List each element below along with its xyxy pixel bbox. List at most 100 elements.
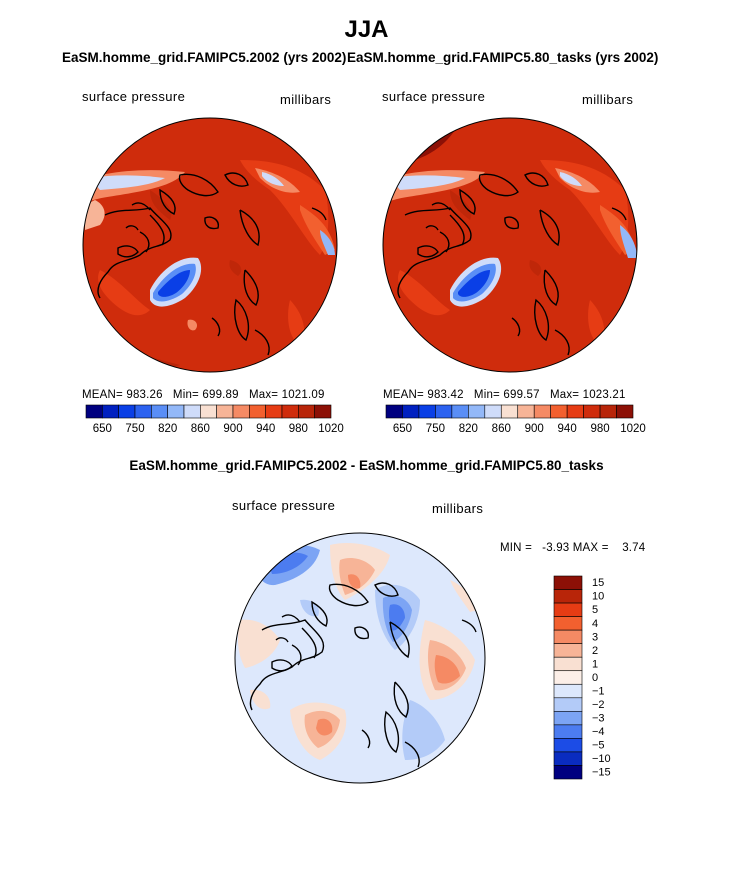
panel-2-colorbar-swatch [435,404,453,419]
panel-2-colorbar-swatch [517,404,535,419]
diff-colorbar-swatch [553,575,583,590]
panel-2-colorbar-swatch [599,404,617,419]
panel-2-colorbar-swatch [533,404,551,419]
panel-1-colorbar-tick-label: 820 [158,423,177,435]
diff-colorbar-swatch [553,697,583,712]
diff-colorbar-tick-label: 10 [592,591,604,603]
diff-colorbar-tick-label: −1 [592,685,605,697]
diff-colorbar-tick-label: 4 [592,618,598,630]
panel-2-colorbar: 650 750 820 860 900 940 980 1020 [385,404,646,435]
panel-1-colorbar-swatch [85,404,103,419]
panel-1-colorbar-swatch [249,404,266,419]
panel-2-colorbar-tick-label: 860 [492,423,511,435]
panel-1-min-value: 699.89 [202,389,239,401]
panel-1-case-title: EaSM.homme_grid.FAMIPC5.2002 (yrs 2002) [62,50,347,65]
panel-1-colorbar-swatch [298,404,315,419]
panel-2-mean-value: 983.42 [427,389,464,401]
panel-2-colorbar-swatch [583,404,601,419]
panel-2-colorbar-swatch [566,404,584,419]
panel-1-mean-value: 983.26 [126,389,163,401]
diff-variable-label: surface pressure [232,498,336,513]
panel-1-colorbar-swatch [102,404,119,419]
panel-2-units-label: millibars [582,92,634,107]
diff-colorbar-tick-label: 2 [592,645,598,657]
diff-colorbar-tick-label: −4 [592,726,605,738]
panel-2-map [382,117,638,373]
panel-2-colorbar-tick-label: 820 [459,423,478,435]
panel-2-colorbar-tick-label: 940 [558,423,577,435]
diff-colorbar-tick-label: −2 [592,699,605,711]
diff-min-max-stats: MIN = -3.93 MAX = 3.74 [500,542,646,554]
panel-1-units-label: millibars [280,92,332,107]
panel-2-colorbar-swatch [385,404,403,419]
panel-2-colorbar-swatch [484,404,502,419]
diff-title: EaSM.homme_grid.FAMIPC5.2002 - EaSM.homm… [129,458,604,473]
panel-2-colorbar-swatch [402,404,420,419]
diff-colorbar-swatch [553,656,583,672]
panel-2-colorbar-tick-label: 650 [393,423,412,435]
panel-2-colorbar-swatch [550,404,568,419]
diff-colorbar-tick-label: 0 [592,672,598,684]
diff-colorbar-swatch [553,616,583,631]
panel-1-colorbar-tick-label: 900 [223,423,242,435]
panel-1-colorbar-tick-label: 1020 [318,423,344,435]
panel-2-colorbar-swatch [616,404,634,419]
diff-colorbar-swatch [553,683,583,699]
panel-2-stats: MEAN= 983.42 Min= 699.57 Max= 1023.21 [383,389,626,401]
panel-1-max-label: Max= [248,389,279,401]
diff-colorbar-tick-label: 1 [592,658,598,670]
diff-colorbar-tick-label: −15 [592,767,611,779]
panel-2-max-label: Max= [549,389,580,401]
panel-2-colorbar-swatch [418,404,436,419]
panel-2-colorbar-swatch [468,404,486,419]
panel-2-max-value: 1023.21 [582,389,626,401]
panel-1-colorbar-swatch [118,404,136,419]
diff-units-label: millibars [432,501,484,516]
panel-2-colorbar-tick-label: 980 [590,423,609,435]
panel-1-colorbar-swatch [183,404,201,419]
diff-colorbar-tick-label: 5 [592,604,598,616]
panel-1-min-label: Min= [172,389,199,401]
panel-2-case-title: EaSM.homme_grid.FAMIPC5.80_tasks (yrs 20… [347,50,659,65]
panel-2-colorbar-tick-label: 750 [426,423,445,435]
panel-2-variable-label: surface pressure [382,89,486,104]
diff-map [234,532,486,784]
diff-colorbar-swatch [553,643,583,658]
panel-1-colorbar: 650 750 820 860 900 940 980 1020 [85,404,344,435]
panel-1-colorbar-swatch [200,404,217,419]
panel-1-colorbar-swatch [281,404,299,419]
diff-colorbar-swatch [553,751,583,766]
diff-colorbar-swatch [553,629,583,644]
diff-colorbar-tick-label: −3 [592,712,605,724]
diff-colorbar-swatch [553,765,583,780]
panel-2-colorbar-swatch [500,404,519,419]
panel-2-colorbar-tick-label: 900 [525,423,544,435]
panel-1-colorbar-swatch [167,404,185,419]
panel-2-mean-label: MEAN= [383,389,424,401]
panel-1-colorbar-swatch [151,404,168,419]
panel-1-colorbar-swatch [314,404,332,419]
diff-colorbar-swatch [553,711,583,726]
panel-1-map [82,117,338,373]
panel-2-colorbar-tick-label: 1020 [620,423,646,435]
panel-1-colorbar-tick-label: 980 [289,423,308,435]
panel-1-colorbar-tick-label: 940 [256,423,275,435]
panel-2-min-label: Min= [473,389,500,401]
diff-colorbar-tick-label: −10 [592,753,611,765]
panel-1-variable-label: surface pressure [82,89,186,104]
panel-1-colorbar-swatch [232,404,250,419]
diff-colorbar-swatch [553,724,583,739]
panel-1-stats: MEAN= 983.26 Min= 699.89 Max= 1021.09 [82,389,325,401]
diff-colorbar-tick-label: −5 [592,740,605,752]
page-title: JJA [344,16,389,43]
panel-1-colorbar-swatch [216,404,234,419]
panel-1-colorbar-tick-label: 650 [93,423,112,435]
diff-colorbar-swatch [553,602,583,617]
diff-colorbar-swatch [553,670,583,685]
panel-1-max-value: 1021.09 [281,389,325,401]
diff-colorbar-swatch [553,589,583,604]
panel-1-colorbar-tick-label: 750 [125,423,144,435]
panel-1-colorbar-swatch [134,404,152,419]
